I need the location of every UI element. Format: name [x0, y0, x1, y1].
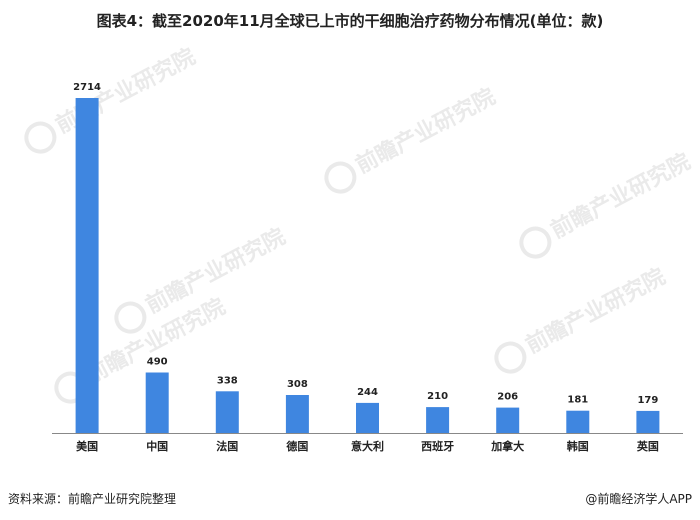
watermark-text: 前瞻产业研究院	[521, 264, 669, 359]
x-tick-label: 意大利	[351, 439, 384, 453]
labels-layer: 2714 490 338 308 244 210 206 181 179	[73, 82, 658, 406]
chart-title: 图表4：截至2020年11月全球已上市的干细胞治疗药物分布情况(单位：款)	[96, 12, 604, 30]
bar	[426, 407, 450, 433]
data-label: 244	[357, 387, 378, 398]
bar	[145, 372, 169, 433]
brand-credit: @前瞻经济学人APP	[585, 492, 692, 506]
x-tick-label: 法国	[216, 439, 238, 453]
watermark: 前瞻产业研究院	[519, 149, 695, 259]
source-note: 资料来源：前瞻产业研究院整理	[8, 492, 177, 506]
data-label: 179	[637, 395, 658, 406]
data-label: 210	[427, 391, 448, 402]
bar	[496, 407, 520, 433]
bar	[75, 98, 99, 433]
x-tick-label: 英国	[636, 439, 659, 453]
watermark: 前瞻产业研究院	[24, 44, 200, 154]
data-label: 181	[567, 395, 588, 406]
x-tick-label: 美国	[76, 439, 98, 453]
data-label: 2714	[73, 82, 101, 93]
bar	[636, 410, 660, 433]
watermark-text: 前瞻产业研究院	[351, 84, 499, 179]
watermark: 前瞻产业研究院	[494, 264, 670, 374]
bar	[285, 395, 309, 433]
watermark-logo-icon	[519, 226, 552, 259]
x-tick-label: 西班牙	[421, 439, 454, 453]
watermark-logo-icon	[24, 121, 57, 154]
watermark: 前瞻产业研究院	[324, 84, 500, 194]
data-label: 338	[217, 375, 238, 386]
x-tick-label: 中国	[146, 439, 168, 453]
x-tick-label: 韩国	[567, 439, 589, 453]
bar	[215, 391, 239, 433]
watermark-text: 前瞻产业研究院	[546, 149, 694, 244]
data-label: 490	[147, 357, 168, 368]
tick-labels-layer: 美国 中国 法国 德国 意大利 西班牙 加拿大 韩国 英国	[76, 439, 659, 453]
watermark-logo-icon	[324, 161, 357, 194]
data-label: 308	[287, 379, 308, 390]
watermark-logo-icon	[494, 341, 527, 374]
bar	[356, 402, 379, 433]
x-tick-label: 加拿大	[490, 439, 524, 453]
bar	[566, 410, 590, 433]
watermark-logo-icon	[114, 301, 147, 334]
data-label: 206	[497, 392, 518, 403]
bars-layer	[75, 98, 660, 433]
x-tick-label: 德国	[285, 439, 308, 453]
